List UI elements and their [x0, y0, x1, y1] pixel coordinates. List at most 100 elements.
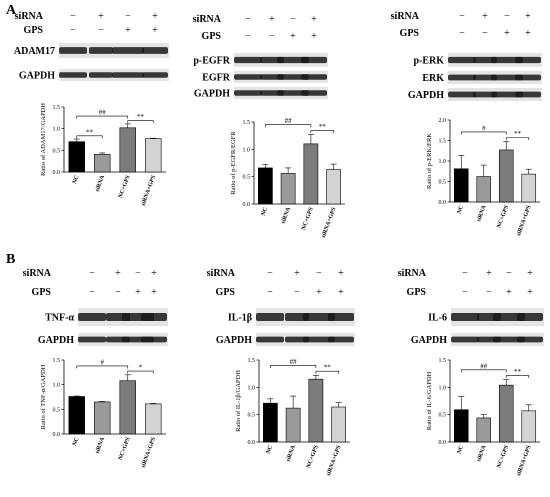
chart5-gps-sign: +: [316, 287, 322, 298]
chart5-sirna-sign: −: [316, 268, 322, 279]
chart6-gps-sign: +: [506, 287, 512, 298]
chart3-sirna-label: siRNA: [391, 11, 420, 22]
chart1-blot-band: [59, 47, 87, 54]
chart5-y-tick-label: 1.0: [248, 385, 256, 391]
chart6-category-label: siRNA: [476, 444, 488, 463]
chart1-y-tick-label: 0.0: [53, 170, 61, 176]
chart5-bar: [263, 402, 278, 443]
chart1-significance-bracket: [76, 115, 129, 119]
chart4-bar: [94, 401, 111, 435]
chart6-bar: [476, 417, 492, 443]
chart3-y-tick-label: 2.0: [439, 118, 447, 124]
chart4-sirna-sign: +: [151, 268, 157, 279]
chart-5: siRNA GPS − + − + − − + + IL-1β GAPDH 0.0 0.5 1.0 1.5 Ra…: [207, 268, 355, 477]
chart5-category-label: NC: [266, 445, 275, 455]
chart2-significance-bracket: [265, 124, 312, 128]
chart2-category-label: NC+GPS: [301, 206, 315, 231]
chart1-blot-band: [89, 47, 113, 54]
chart6-category-label: siRNA+GPS: [516, 444, 533, 477]
chart1-blot-label-1: ADAM17: [14, 46, 55, 57]
chart3-sirna-sign: +: [525, 11, 531, 22]
chart4-gps-sign: −: [115, 287, 121, 298]
chart4-gps-sign: +: [135, 287, 141, 298]
chart4-sirna-sign: −: [135, 268, 141, 279]
chart6-significance-mark: ##: [480, 362, 488, 370]
chart1-gps-label: GPS: [24, 25, 44, 36]
chart4-sirna-sign: +: [115, 268, 121, 279]
chart4-category-label: NC: [72, 437, 81, 447]
chart4-sirna-sign: −: [89, 268, 95, 279]
chart2-blot-band: [234, 74, 262, 80]
chart1-gapdh-label: GAPDH: [19, 71, 55, 82]
chart3-blot-band: [515, 91, 541, 98]
chart5-blot-band: [256, 312, 284, 322]
chart5-significance-mark: **: [324, 364, 332, 372]
chart-3: siRNA GPS − + − + − − + + p-ERK ERK GAPDH 0.0 0.5 1.0 1.…: [391, 11, 542, 237]
chart1-category-label: siRNA: [95, 174, 107, 193]
chart6-y-tick-label: 0.0: [439, 440, 447, 446]
chart6-bar: [498, 384, 514, 443]
chart2-sirna-sign: −: [245, 14, 251, 25]
chart5-blot-band: [303, 336, 335, 343]
chart4-significance-mark: #: [101, 358, 105, 366]
chart1-sirna-sign: +: [98, 11, 104, 22]
chart2-blot-band: [301, 56, 327, 64]
chart2-blot-band: [234, 56, 262, 64]
chart5-gps-sign: −: [294, 287, 300, 298]
chart5-blot-band: [328, 336, 354, 343]
chart1-y-tick-label: 1.0: [53, 127, 61, 133]
chart2-blot-band: [301, 74, 327, 80]
chart2-blot-label-2: EGFR: [202, 73, 231, 84]
chart3-blot-band: [448, 91, 476, 98]
chart6-gps-sign: −: [462, 287, 468, 298]
chart2-blot-band: [277, 56, 309, 64]
chart1-significance-bracket: [127, 120, 154, 124]
chart1-bar: [145, 138, 162, 173]
chart5-gps-sign: −: [267, 287, 273, 298]
chart5-blot-band: [256, 336, 284, 343]
chart3-significance-bracket: [460, 131, 507, 135]
chart3-category-label: NC+GPS: [496, 204, 510, 229]
chart5-blot-band: [328, 312, 354, 322]
chart5-bar: [308, 378, 324, 443]
chart3-bar: [498, 149, 514, 203]
chart2-sirna-sign: +: [311, 14, 317, 25]
panel-label-b: B: [6, 252, 15, 267]
chart3-blot-label-1: p-ERK: [413, 56, 444, 67]
chart3-bar: [476, 176, 492, 203]
chart6-blot-band: [451, 312, 479, 322]
chart3-gps-sign: +: [525, 28, 531, 39]
chart6-gps-sign: +: [527, 287, 533, 298]
chart1-category-label: siRNA+GPS: [141, 174, 158, 207]
chart3-blot-band: [473, 74, 497, 81]
chart6-sirna-label: siRNA: [398, 268, 427, 279]
chart2-category-label: siRNA: [281, 206, 293, 225]
chart2-sirna-sign: −: [290, 14, 296, 25]
chart5-blot-band: [303, 312, 335, 322]
chart3-significance-bracket: [505, 137, 530, 141]
chart1-gps-sign: −: [98, 25, 104, 36]
chart5-sirna-sign: −: [267, 268, 273, 279]
chart3-blot-band: [491, 56, 523, 64]
chart3-gps-sign: +: [504, 28, 510, 39]
chart2-category-label: NC: [261, 207, 270, 217]
chart2-y-tick-label: 1.5: [243, 120, 251, 126]
chart3-category-label: siRNA: [476, 204, 488, 223]
chart6-category-label: NC+GPS: [496, 444, 510, 469]
chart1-blot-band: [142, 72, 168, 78]
chart1-bar: [94, 153, 111, 173]
chart5-y-tick-label: 0.0: [248, 440, 256, 446]
chart6-gps-label: GPS: [407, 287, 427, 298]
chart3-gps-sign: −: [459, 28, 465, 39]
chart1-y-tick-label: 0.5: [53, 148, 61, 154]
chart1-gps-sign: +: [152, 25, 158, 36]
chart3-blot-band: [473, 56, 497, 64]
chart1-significance-mark: **: [137, 113, 145, 121]
chart4-gps-label: GPS: [32, 287, 52, 298]
chart-6: siRNA GPS − + − + − − + + IL-6 GAPDH 0.0 0.5 1.0 1.5 Rat…: [398, 268, 544, 477]
chart1-sirna-label: siRNA: [15, 11, 44, 22]
chart4-sirna-label: siRNA: [23, 268, 52, 279]
chart5-y-tick-label: 0.5: [248, 413, 256, 419]
chart1-blot-band: [142, 47, 168, 54]
chart3-blot-band: [491, 74, 523, 81]
